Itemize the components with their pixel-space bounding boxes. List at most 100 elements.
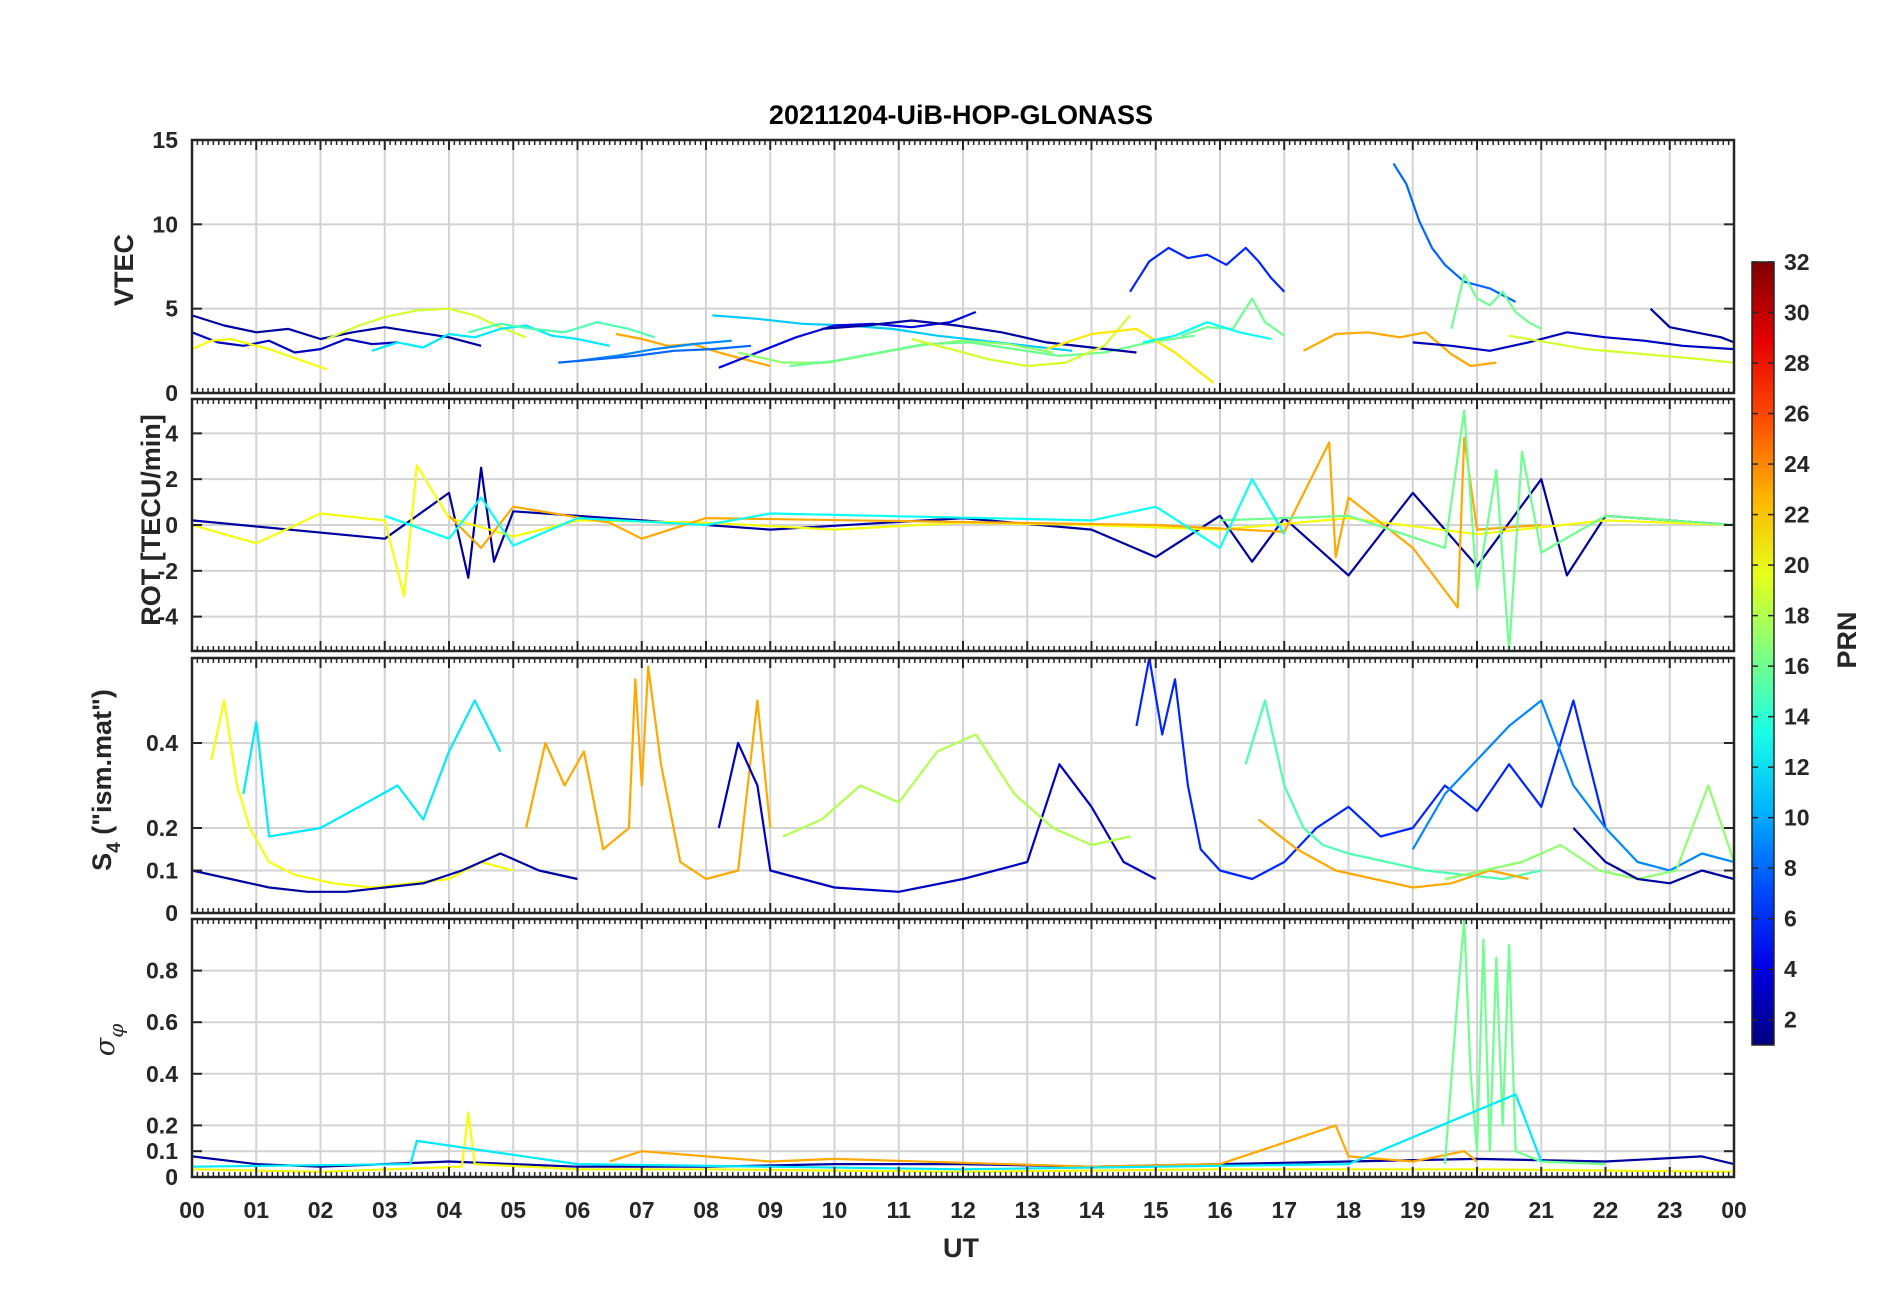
y-tick-label: 0.8 bbox=[146, 958, 178, 984]
series-line-prn-16 bbox=[1181, 297, 1285, 337]
series-group bbox=[192, 658, 1734, 893]
series-line-prn-17 bbox=[1444, 784, 1734, 881]
x-tick-label: 02 bbox=[308, 1197, 334, 1223]
x-tick-label: 21 bbox=[1528, 1197, 1554, 1223]
y-tick-label: -4 bbox=[158, 604, 179, 630]
colorbar-tick-label: 2 bbox=[1784, 1007, 1797, 1033]
x-tick-label: 08 bbox=[693, 1197, 719, 1223]
panel-rot: -4 -2 0 2 4 bbox=[158, 397, 1736, 653]
axes-frame bbox=[190, 397, 1736, 653]
y-axis-label-sigma-phi: σφ bbox=[90, 1024, 128, 1056]
series-line-prn-3 bbox=[717, 741, 1157, 893]
colorbar-gradient bbox=[1751, 261, 1775, 1046]
y-tick-label: 10 bbox=[152, 211, 178, 237]
series-line-prn-19 bbox=[1508, 334, 1734, 364]
panel-vtec: 0 5 10 15 bbox=[152, 127, 1736, 406]
x-tick-label: 13 bbox=[1014, 1197, 1040, 1223]
series-line-prn-12 bbox=[371, 324, 610, 352]
series-line-prn-6 bbox=[1129, 246, 1286, 293]
x-tick-label: 09 bbox=[757, 1197, 783, 1223]
colorbar-tick-label: 32 bbox=[1784, 249, 1810, 275]
series-line-prn-2 bbox=[821, 319, 1137, 354]
panel-sigma-phi: 00.10.2 0.4 0.6 0.8 bbox=[146, 917, 1736, 1190]
svg-text:σφ: σφ bbox=[90, 1024, 128, 1056]
series-line-prn-16 bbox=[1443, 919, 1606, 1166]
colorbar-tick-label: 24 bbox=[1784, 451, 1810, 477]
chart-title: 20211204-UiB-HOP-GLONASS bbox=[769, 100, 1153, 130]
colorbar-label: PRN bbox=[1832, 611, 1862, 668]
series-line-prn-16 bbox=[1219, 409, 1734, 651]
y-tick-label: 0.2 bbox=[146, 815, 178, 841]
series-line-prn-16 bbox=[789, 334, 1195, 368]
series-line-prn-2 bbox=[1649, 307, 1734, 344]
series-group bbox=[192, 409, 1734, 651]
colorbar-tick-label: 30 bbox=[1784, 300, 1810, 326]
series-line-prn-20 bbox=[210, 699, 514, 889]
y-tick-label: 0.6 bbox=[146, 1009, 178, 1035]
series-line-prn-9 bbox=[577, 339, 732, 363]
x-tick-label: 04 bbox=[436, 1197, 462, 1223]
y-tick-label: -2 bbox=[158, 558, 178, 584]
y-axis-label-vtec: VTEC bbox=[109, 234, 139, 306]
series-line-prn-15 bbox=[468, 321, 655, 339]
series-line-prn-2 bbox=[1572, 827, 1734, 885]
colorbar-tick-label: 12 bbox=[1784, 754, 1810, 780]
x-tick-label: 03 bbox=[372, 1197, 398, 1223]
grid-lines bbox=[191, 399, 1735, 651]
x-tick-label: 00 bbox=[179, 1197, 205, 1223]
panel-s4: 0 0.1 0.2 0.4 bbox=[146, 656, 1736, 926]
y-tick-label: 0.4 bbox=[146, 1061, 178, 1087]
series-line-prn-23 bbox=[448, 436, 1542, 609]
axes-frame bbox=[190, 917, 1736, 1179]
colorbar-tick-label: 26 bbox=[1784, 401, 1810, 427]
y-tick-label: 0 bbox=[165, 512, 178, 538]
colorbar-tick-label: 20 bbox=[1784, 552, 1810, 578]
y-tick-label: 2 bbox=[165, 466, 178, 492]
y-tick-label: 0.1 bbox=[146, 1138, 178, 1164]
series-group bbox=[192, 163, 1734, 384]
y-tick-labels: 00.10.2 0.4 0.6 0.8 bbox=[146, 958, 178, 1190]
x-tick-label: 07 bbox=[629, 1197, 655, 1223]
x-tick-label: 22 bbox=[1593, 1197, 1619, 1223]
y-axis-labels: VTEC ROT [TECU/min] S4 ("ism.mat") σφ bbox=[87, 234, 166, 1056]
x-tick-label: 17 bbox=[1271, 1197, 1297, 1223]
x-tick-label: 01 bbox=[243, 1197, 269, 1223]
x-axis-label: UT bbox=[943, 1233, 979, 1263]
series-line-prn-6 bbox=[1135, 658, 1607, 881]
axes-frame bbox=[190, 656, 1736, 915]
series-line-prn-23 bbox=[1302, 331, 1497, 368]
series-line-prn-2 bbox=[192, 466, 1734, 579]
series-line-prn-15 bbox=[1244, 699, 1542, 881]
x-tick-label: 15 bbox=[1143, 1197, 1169, 1223]
svg-text:S4 ("ism.mat"): S4 ("ism.mat") bbox=[87, 689, 125, 871]
series-line-prn-16 bbox=[1450, 273, 1542, 330]
series-line-prn-2 bbox=[192, 852, 578, 893]
series-line-prn-3 bbox=[192, 331, 398, 354]
y-tick-label: 0 bbox=[165, 900, 178, 926]
series-line-prn-13 bbox=[1142, 321, 1272, 344]
x-tick-label: 23 bbox=[1657, 1197, 1683, 1223]
y-tick-label: 0.1 bbox=[146, 858, 178, 884]
x-tick-label: 18 bbox=[1336, 1197, 1362, 1223]
x-tick-label: 05 bbox=[500, 1197, 526, 1223]
y-tick-label: 0 bbox=[165, 1164, 178, 1190]
y-tick-label: 0.2 bbox=[146, 1112, 178, 1138]
series-line-prn-19 bbox=[911, 314, 1131, 368]
series-line-prn-12 bbox=[192, 1093, 1543, 1171]
series-line-prn-23 bbox=[525, 665, 772, 881]
colorbar-tick-label: 28 bbox=[1784, 350, 1810, 376]
y-tick-label: 4 bbox=[165, 420, 178, 446]
series-line-prn-3 bbox=[1412, 331, 1734, 352]
y-tick-label: 0 bbox=[165, 380, 178, 406]
x-tick-label: 20 bbox=[1464, 1197, 1490, 1223]
colorbar-tick-label: 18 bbox=[1784, 603, 1810, 629]
colorbar-tick-label: 22 bbox=[1784, 502, 1810, 528]
x-tick-label: 19 bbox=[1400, 1197, 1426, 1223]
series-line-prn-23 bbox=[609, 1124, 1478, 1168]
colorbar-tick-label: 8 bbox=[1784, 855, 1797, 881]
grid-lines bbox=[191, 919, 1735, 1178]
y-axis-label-s4: S4 ("ism.mat") bbox=[87, 689, 125, 871]
x-tick-label: 11 bbox=[887, 1197, 912, 1223]
